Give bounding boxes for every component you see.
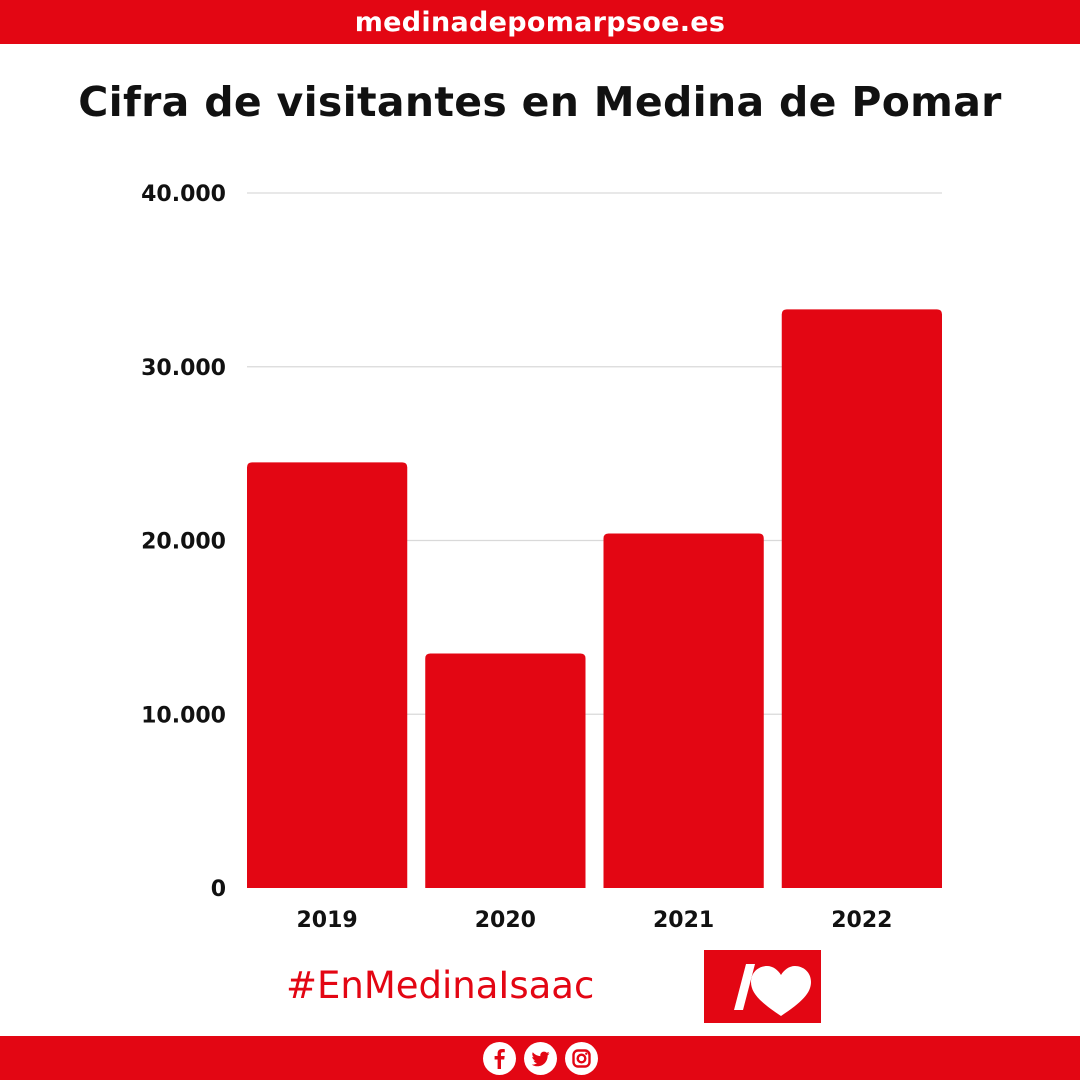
x-tick-label: 2022	[831, 908, 892, 933]
x-axis-ticks: 2019 2020 2021 2022	[297, 908, 893, 933]
bars	[247, 309, 942, 889]
x-tick-label: 2021	[653, 908, 714, 933]
chart-title: Cifra de visitantes en Medina de Pomar	[78, 78, 1002, 126]
bar-2020	[425, 653, 586, 888]
instagram-icon[interactable]	[564, 1041, 598, 1075]
facebook-icon[interactable]	[482, 1041, 516, 1075]
y-tick-label: 10.000	[141, 703, 226, 728]
y-tick-label: 40.000	[141, 182, 226, 207]
x-tick-label: 2020	[475, 908, 536, 933]
bar-2019	[247, 462, 408, 888]
bottom-banner	[0, 1036, 1080, 1080]
y-tick-label: 30.000	[141, 356, 226, 381]
y-tick-label: 20.000	[141, 530, 226, 555]
y-axis-ticks: 0 10.000 20.000 30.000 40.000	[141, 182, 226, 902]
bar-2022	[781, 309, 942, 889]
y-tick-label: 0	[211, 877, 226, 902]
psoe-slash-heart-icon	[704, 950, 821, 1023]
bar-2021	[603, 533, 764, 888]
x-tick-label: 2019	[297, 908, 358, 933]
top-banner: medinadepomarpsoe.es	[0, 0, 1080, 44]
hashtag: #EnMedinaIsaac	[286, 964, 595, 1007]
site-url: medinadepomarpsoe.es	[354, 6, 726, 38]
twitter-icon[interactable]	[523, 1041, 557, 1075]
